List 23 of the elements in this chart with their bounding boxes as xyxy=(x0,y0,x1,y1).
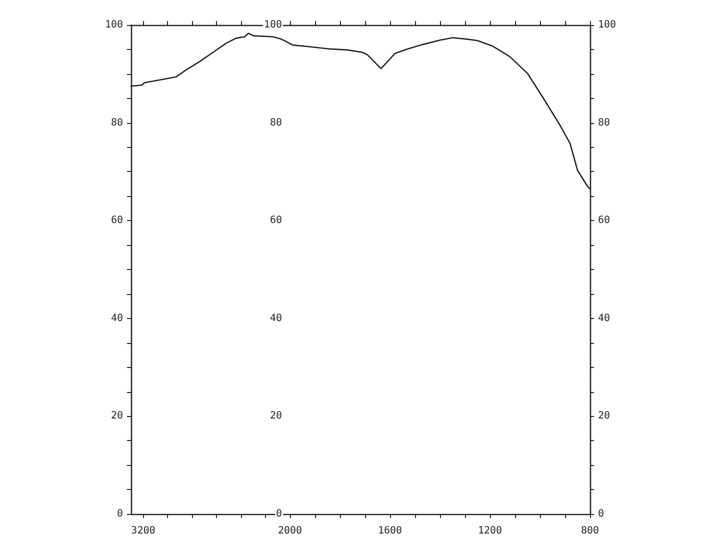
x-tick-label: 1200 xyxy=(478,526,502,536)
y-tick-label: 20 xyxy=(270,410,282,422)
y-tick-label: 0 xyxy=(598,508,604,520)
y-tick-label: 80 xyxy=(270,117,282,128)
y2-tick-label: 80 xyxy=(110,117,123,128)
y-tick-label: 20 xyxy=(598,410,610,422)
y-tick-label: 80 xyxy=(598,117,610,128)
y2-tick-label: 100 xyxy=(104,20,123,30)
y2-tick-label: 0 xyxy=(116,508,123,520)
x-tick-label: 3200 xyxy=(131,526,156,536)
x-tick-label: 800 xyxy=(580,526,600,536)
y-tick-label: 60 xyxy=(270,215,282,226)
y-tick-label: 100 xyxy=(598,20,616,30)
y2-tick-label: 40 xyxy=(110,312,123,324)
x-tick-label: 1600 xyxy=(378,526,402,536)
y-tick-label: 0 xyxy=(276,508,282,520)
y-tick-label: 40 xyxy=(270,312,282,324)
y-tick-label: 60 xyxy=(598,215,610,226)
y2-tick-label: 60 xyxy=(110,215,123,226)
y-tick-label: 40 xyxy=(598,312,610,324)
y-tick-label: 100 xyxy=(264,20,282,30)
y2-tick-label: 20 xyxy=(110,410,123,422)
x-tick-label: 2000 xyxy=(278,526,302,536)
